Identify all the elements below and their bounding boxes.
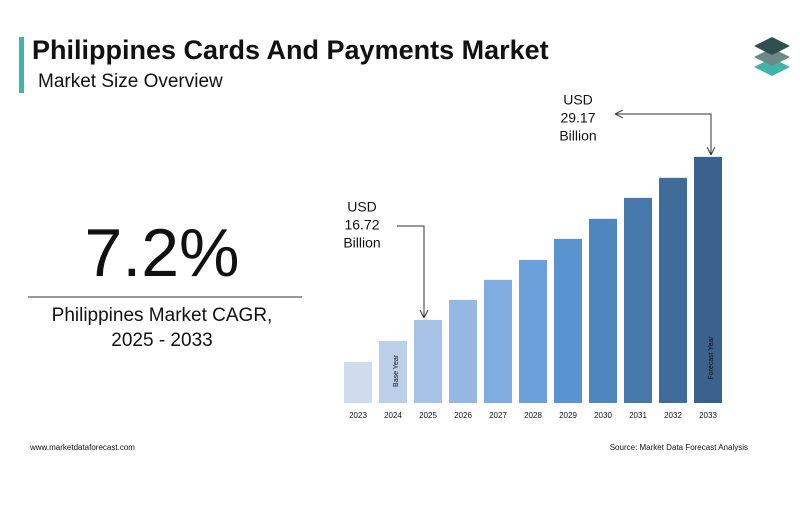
bar [589, 218, 617, 403]
callout-text: USD [347, 199, 377, 215]
cagr-value: 7.2% [85, 215, 240, 291]
bar [694, 156, 722, 403]
bar [449, 299, 477, 403]
cagr-caption: 2025 - 2033 [111, 330, 212, 351]
bar [414, 319, 442, 403]
bar [659, 177, 687, 403]
logo [754, 37, 790, 76]
website: www.marketdataforecast.com [29, 443, 135, 452]
bar [519, 259, 547, 403]
x-tick-label: 2025 [419, 411, 437, 420]
callout-text: Billion [559, 128, 596, 144]
chart: 2023 2024 2025 2026 2027 2028 2029 2030 2031 2032… [343, 92, 722, 420]
callout-text: USD [563, 92, 593, 108]
callout-text: 16.72 [344, 217, 379, 233]
title: Philippines Cards And Payments Market [32, 35, 549, 65]
x-tick-label: 2033 [699, 411, 717, 420]
bar [344, 362, 372, 403]
callout-arrow [616, 114, 711, 154]
callout-arrow [397, 225, 424, 317]
x-tick-label: 2027 [489, 411, 507, 420]
callout-text: 29.17 [560, 110, 595, 126]
callout-text: Billion [343, 235, 380, 251]
subtitle: Market Size Overview [38, 71, 223, 92]
bar [379, 340, 407, 403]
x-tick-label: 2032 [664, 411, 682, 420]
x-tick-label: 2031 [629, 411, 647, 420]
bar [554, 238, 582, 403]
bar [484, 279, 512, 403]
source: Source: Market Data Forecast Analysis [610, 443, 748, 452]
title-accent [19, 37, 24, 93]
bar [624, 197, 652, 403]
x-tick-label: 2024 [384, 411, 402, 420]
x-tick-label: 2028 [524, 411, 542, 420]
x-tick-label: 2030 [594, 411, 612, 420]
x-tick-label: 2023 [349, 411, 367, 420]
cagr-caption: Philippines Market CAGR, [52, 305, 273, 326]
bar-note: Base Year [393, 354, 400, 387]
x-tick-label: 2029 [559, 411, 577, 420]
bar-note: Forecast Year [708, 336, 715, 380]
x-tick-label: 2026 [454, 411, 472, 420]
